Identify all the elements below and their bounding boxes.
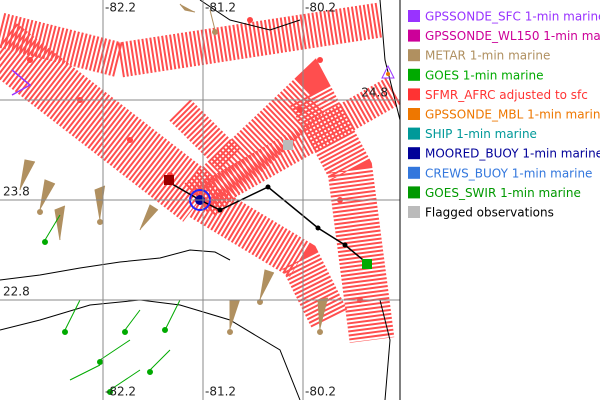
legend-swatch[interactable] xyxy=(408,29,420,42)
legend-swatch[interactable] xyxy=(408,10,420,22)
coastline xyxy=(0,0,401,400)
legend-swatch[interactable] xyxy=(408,49,420,62)
legend-swatch[interactable] xyxy=(408,127,420,140)
legend-label[interactable]: GOES 1-min marine xyxy=(425,68,543,82)
lon-label: -81.2 xyxy=(205,1,236,15)
legend-swatch[interactable] xyxy=(408,108,420,120)
map-area: -82.2 -82.2 -81.2 -81.2 -80.2 -80.2 24.8 23.8 22… xyxy=(0,0,403,400)
legend: GPSSONDE_SFC 1-min marine GPSSONDE_WL150 … xyxy=(408,10,600,220)
legend-swatch[interactable] xyxy=(408,88,420,101)
legend-label[interactable]: GPSSONDE_WL150 1-min marine xyxy=(425,29,600,43)
lon-label: -82.2 xyxy=(105,1,136,15)
lon-label: -80.2 xyxy=(305,1,336,15)
goes-barbs xyxy=(42,214,181,395)
legend-label[interactable]: METAR 1-min marine xyxy=(425,49,550,63)
legend-label[interactable]: GPSSONDE_MBL 1-min marine xyxy=(425,108,600,122)
legend-swatch[interactable] xyxy=(408,147,420,160)
legend-swatch[interactable] xyxy=(408,186,420,199)
legend-label[interactable]: GPSSONDE_SFC 1-min marine xyxy=(425,10,600,24)
lon-label: -82.2 xyxy=(105,385,136,399)
legend-swatch[interactable] xyxy=(408,206,420,218)
legend-swatch[interactable] xyxy=(408,68,420,81)
lat-label: 22.8 xyxy=(3,285,30,299)
legend-label[interactable]: SHIP 1-min marine xyxy=(425,127,537,141)
legend-label[interactable]: MOORED_BUOY 1-min marine xyxy=(425,147,600,161)
legend-label[interactable]: GOES_SWIR 1-min marine xyxy=(425,186,581,200)
legend-label[interactable]: Flagged observations xyxy=(425,206,554,220)
legend-label[interactable]: CREWS_BUOY 1-min marine xyxy=(425,166,592,180)
lat-label: 23.8 xyxy=(3,185,30,199)
legend-swatch[interactable] xyxy=(408,166,420,179)
lon-label: -81.2 xyxy=(205,385,236,399)
lon-label: -80.2 xyxy=(305,385,336,399)
lat-label: 24.8 xyxy=(361,86,388,100)
sonde-markers xyxy=(11,64,395,150)
graticule: -82.2 -82.2 -81.2 -81.2 -80.2 -80.2 24.8 23.8 22… xyxy=(0,0,400,400)
legend-label[interactable]: SFMR_AFRC adjusted to sfc xyxy=(425,88,588,102)
